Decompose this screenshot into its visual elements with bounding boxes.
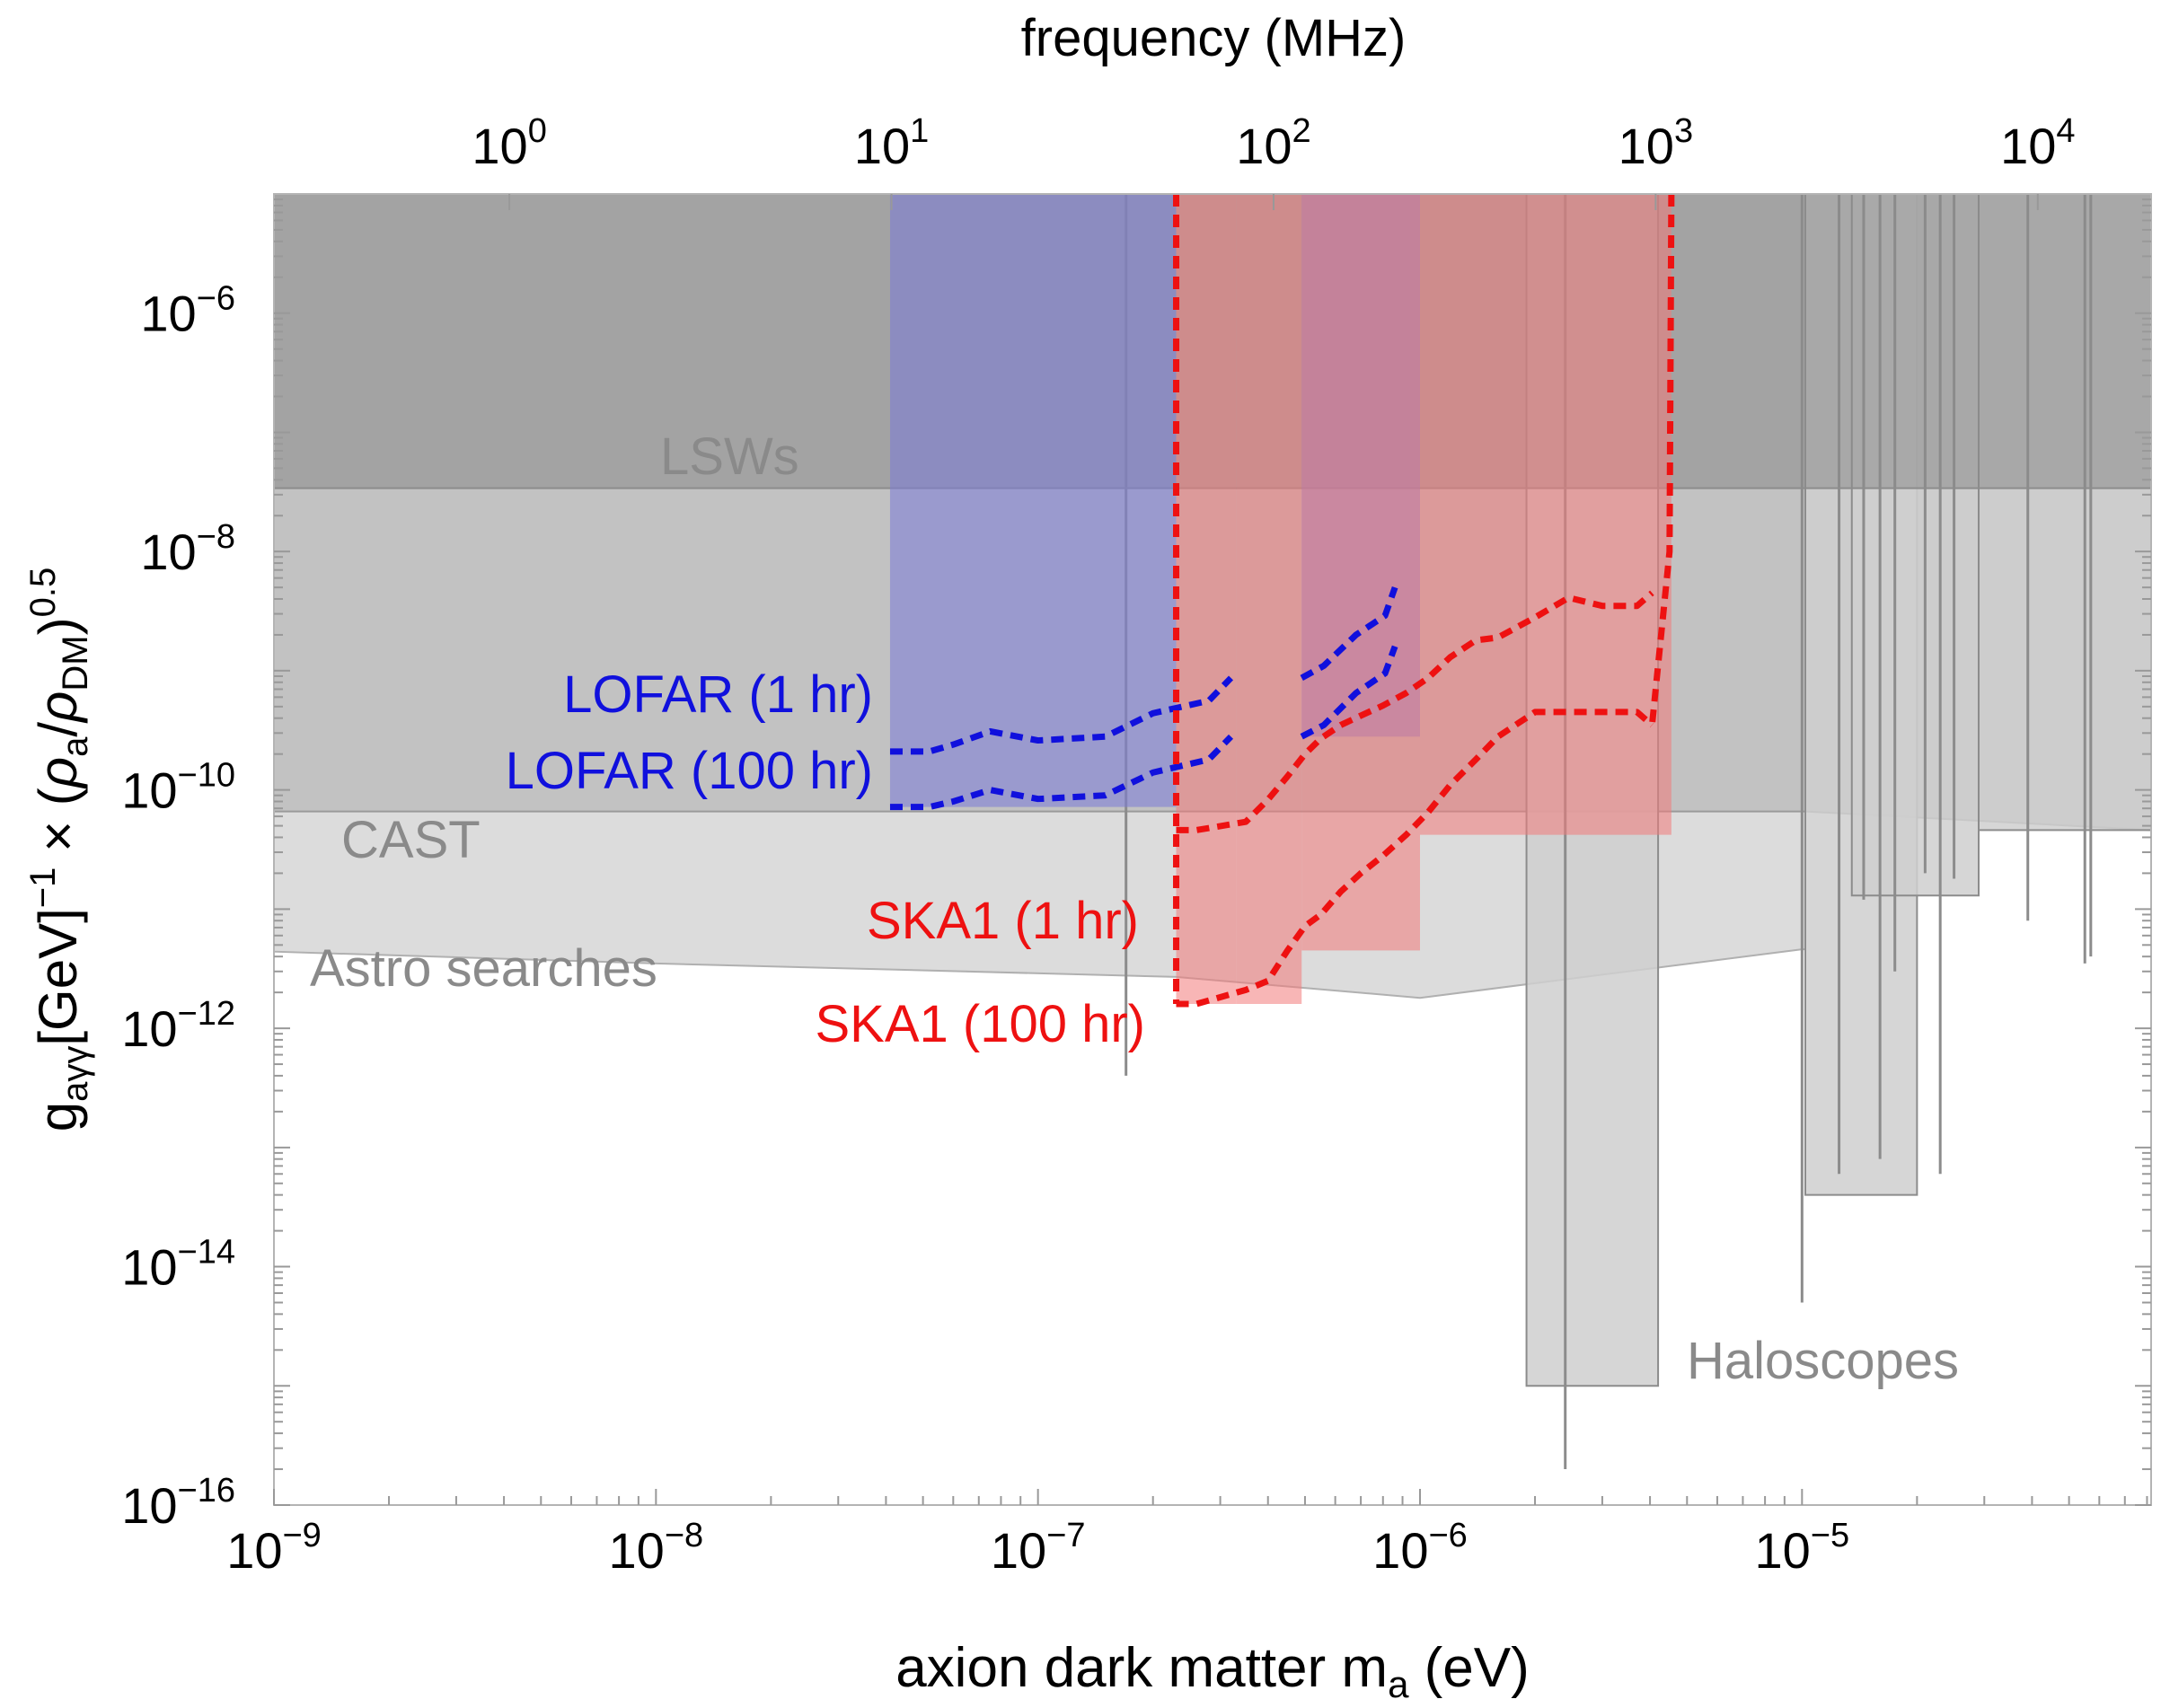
plot-frame: [273, 193, 2152, 1506]
label-ska1-100hr: SKA1 (100 hr): [815, 995, 1145, 1053]
projection-band-lofar: [889, 194, 1177, 807]
label-cast: CAST: [341, 811, 481, 869]
lofar-curve: [889, 675, 1234, 755]
top-axis-title: frequency (MHz): [1021, 9, 1407, 67]
projection-curves: [889, 193, 1675, 1008]
x-axis-title-sub: a: [1388, 1663, 1409, 1705]
axes: 10−9 10−8 10−7 10−6 10−5 10−6 10−8 10−10 10−12 10…: [121, 112, 2151, 1579]
ska1-curve: [1176, 590, 1654, 833]
projection-band-ska1: [1419, 194, 1671, 835]
x-tick-label: 10−9: [226, 1517, 322, 1579]
y-tick-label: 10−14: [121, 1234, 235, 1296]
x-tick-label: 10−6: [1372, 1517, 1468, 1579]
x-axis-title-unit: (eV): [1408, 1637, 1529, 1699]
x-tick-label: 10−8: [609, 1517, 704, 1579]
projection-band-ska1: [1236, 194, 1302, 1004]
label-lofar-1hr: LOFAR (1 hr): [563, 665, 873, 724]
y-axis-title: gaγγ[GeV]−1 × (ρa/ρDM)0.5: [23, 568, 95, 1131]
ska1-curve: [1176, 709, 1654, 1008]
top-tick-label: 100: [472, 112, 546, 174]
lofar-curve: [889, 734, 1234, 811]
y-tick-label: 10−16: [121, 1472, 235, 1534]
y-tick-label: 10−10: [121, 757, 235, 819]
label-lsws: LSWs: [660, 427, 799, 486]
label-astro-searches: Astro searches: [310, 939, 657, 998]
y-tick-label: 10−12: [121, 995, 235, 1057]
x-tick-label: 10−7: [991, 1517, 1086, 1579]
label-lofar-100hr: LOFAR (100 hr): [506, 742, 873, 800]
top-tick-label: 103: [1619, 112, 1693, 174]
projection-bands: [889, 194, 1671, 1004]
top-tick-label: 102: [1236, 112, 1310, 174]
label-ska1-1hr: SKA1 (1 hr): [867, 892, 1139, 950]
label-haloscopes: Haloscopes: [1687, 1332, 1959, 1390]
y-tick-label: 10−8: [140, 518, 235, 580]
ska1-right-edge: [1648, 193, 1675, 726]
x-tick-label: 10−5: [1755, 1517, 1850, 1579]
projection-band-ska1: [1176, 194, 1237, 1004]
x-axis-title: axion dark matter ma (eV): [895, 1637, 1530, 1705]
lofar-curve: [1300, 585, 1398, 682]
lofar-curve: [1300, 645, 1398, 740]
y-tick-label: 10−6: [140, 280, 235, 342]
top-tick-label: 101: [854, 112, 929, 174]
x-axis-title-main: axion dark matter m: [895, 1637, 1388, 1699]
projection-band-ska1: [1301, 194, 1420, 951]
top-tick-label: 104: [2000, 112, 2075, 174]
